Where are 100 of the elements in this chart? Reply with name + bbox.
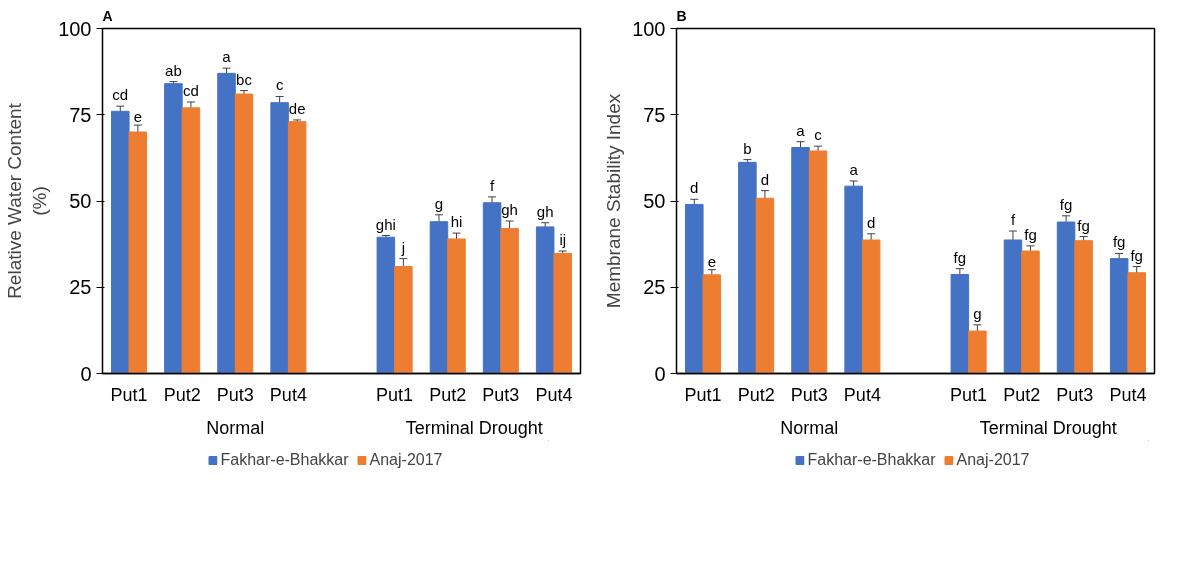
x-tick-label: Put3 [790,384,828,405]
bar [861,239,881,374]
bar [950,273,970,374]
data-label: g [973,304,982,322]
bar [500,228,519,374]
legend-label: Anaj-2017 [956,451,1030,469]
data-label: ij [559,231,567,249]
x-tick-label: Put1 [684,384,722,405]
x-tick-label: Put3 [1056,384,1094,405]
data-label: cd [183,81,199,99]
legend-label: Fakhar-e-Bhakkar [807,451,936,469]
bar [553,252,572,374]
data-label: ab [165,61,182,79]
bar [217,72,236,374]
y-tick-label: 25 [643,276,666,299]
data-label: g [434,194,444,212]
data-label: hi [450,213,463,231]
x-tick-label: Put2 [163,384,201,405]
y-tick-label: 0 [80,362,92,385]
data-label: e [707,252,716,270]
y-axis-title: Membrane Stability Index [603,93,625,309]
legend-label: Fakhar-e-Bhakkar [220,451,349,469]
bar [808,150,828,374]
bar [234,93,254,374]
y-tick-label: 100 [58,17,92,40]
bar [1003,239,1023,374]
bar [376,236,396,374]
bar [128,131,148,374]
bar [535,226,555,374]
y-tick-label: 0 [654,362,666,385]
bar [429,221,449,374]
y-tick-label: 75 [643,103,666,126]
data-label: e [133,108,142,126]
data-label: fg [1077,216,1090,234]
y-axis-title: Relative Water Content (%) [3,102,51,299]
x-tick-label: Put4 [843,384,881,405]
chart-title: B [676,7,687,24]
data-label: a [849,160,859,178]
bar [755,197,775,374]
data-label: de [288,99,306,117]
bar [164,83,183,374]
data-label: d [690,179,699,197]
bar [482,202,502,374]
bar [685,203,704,374]
bar [1127,272,1146,374]
x-tick-label: Put3 [216,384,254,405]
x-tick-label: Put4 [1109,384,1147,405]
chart-title: A [102,7,113,24]
data-label: a [796,121,806,139]
bar [738,161,757,374]
data-label: bc [236,70,253,88]
x-tick-label: Put2 [429,384,467,405]
x-tick-label: Put2 [1003,384,1041,405]
bar [791,147,810,374]
data-label: fg [1112,233,1126,251]
bar [702,274,722,374]
text: Normal [780,417,839,438]
x-tick-label: Put2 [737,384,775,405]
x-tick-label: Put1 [110,384,148,405]
data-label: f [489,176,495,194]
data-label: c [814,126,823,144]
bar [181,107,201,374]
data-label: ghi [375,215,396,233]
data-label: c [275,76,284,94]
bar [1109,258,1129,374]
data-label: f [1010,211,1016,229]
x-tick-label: Put4 [535,384,573,405]
bar [111,110,130,374]
bar [394,266,413,374]
y-tick-label: 75 [69,103,92,126]
data-label: cd [112,86,129,104]
x-tick-label: Put1 [950,384,988,405]
y-tick-label: 25 [69,276,92,299]
bar [447,238,466,374]
legend-label: Anaj-2017 [369,451,443,469]
data-label: b [743,139,752,157]
bar [287,121,307,374]
bar [1021,250,1040,374]
text: Terminal Drought [979,417,1117,438]
data-label: fg [1130,246,1143,264]
data-label: gh [501,201,518,219]
x-tick-label: Put4 [269,384,307,405]
x-tick-label: Put1 [376,384,414,405]
y-tick-label: 50 [643,190,666,212]
text: Terminal Drought [405,417,543,438]
y-tick-label: 100 [632,17,666,40]
bar [1056,221,1076,374]
y-tick-label: 50 [69,190,92,212]
bar [968,330,987,374]
text: Normal [206,417,265,438]
x-tick-label: Put3 [482,384,520,405]
bar [1074,240,1093,374]
bar [270,102,289,374]
data-label: d [760,170,770,188]
data-label: d [866,213,876,231]
data-label: fg [1059,195,1073,213]
data-label: a [222,48,232,66]
data-label: fg [1024,225,1037,243]
data-label: j [400,238,406,256]
data-label: fg [953,248,967,266]
